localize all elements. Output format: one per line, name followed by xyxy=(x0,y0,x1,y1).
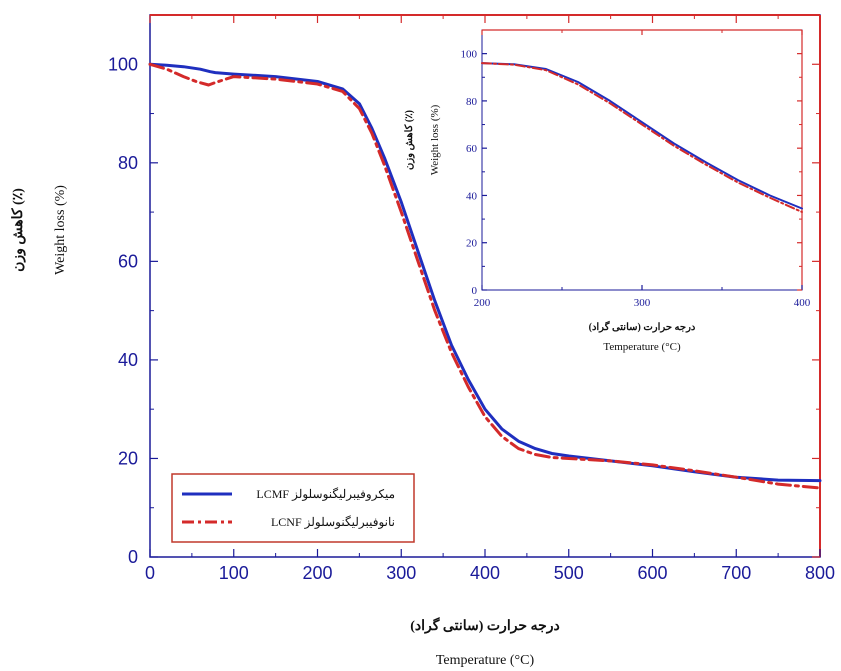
inset-x-tick-label: 200 xyxy=(474,297,491,309)
inset-ticks xyxy=(481,30,803,291)
inset-x-label-fa: درجه حرارت (سانتی گراد) xyxy=(589,320,696,333)
main-x-tick-label: 300 xyxy=(386,563,416,583)
inset-x-label-en: Temperature (°C) xyxy=(603,341,681,353)
inset-y-tick-label: 0 xyxy=(472,285,478,297)
inset-y-tick-label: 100 xyxy=(461,49,478,61)
main-y-tick-label: 20 xyxy=(118,448,138,468)
inset-y-tick-label: 20 xyxy=(466,238,478,250)
x-axis-label-fa: درجه حرارت (سانتی گراد) xyxy=(410,617,560,634)
main-y-tick-label: 100 xyxy=(108,54,138,74)
legend-label-lcnf: LCNF نانوفیبرلیگنوسلولز xyxy=(271,515,395,529)
main-x-tick-label: 0 xyxy=(145,563,155,583)
main-x-tick-label: 800 xyxy=(805,563,835,583)
inset-y-tick-label: 40 xyxy=(466,190,478,202)
y-axis-label-en: Weight loss (%) xyxy=(53,185,68,275)
main-x-tick-label: 200 xyxy=(302,563,332,583)
inset-tick-labels: 200 300 400 0 20 40 60 80 100 xyxy=(461,49,811,309)
legend-label-lcmf: LCMF میکروفیبرلیگنوسلولز xyxy=(256,487,395,501)
main-y-tick-label: 0 xyxy=(128,547,138,567)
main-series xyxy=(148,62,822,490)
inset-y-tick-label: 80 xyxy=(466,96,478,108)
main-y-tick-label: 40 xyxy=(118,350,138,370)
main-x-tick-label: 100 xyxy=(219,563,249,583)
inset-chart: 200 300 400 0 20 40 60 80 100 درجه حرارت (سانتی … xyxy=(404,29,811,353)
inset-y-tick-label: 60 xyxy=(466,143,478,155)
inset-x-tick-label: 400 xyxy=(794,297,811,309)
main-x-tick-label: 500 xyxy=(554,563,584,583)
inset-series-line-lcnf xyxy=(481,62,803,213)
main-y-tick-label: 60 xyxy=(118,251,138,271)
x-axis-label-en: Temperature (°C) xyxy=(436,653,535,668)
inset-x-tick-label: 300 xyxy=(634,297,651,309)
inset-background xyxy=(482,30,802,290)
inset-series xyxy=(481,62,803,213)
main-x-tick-label: 400 xyxy=(470,563,500,583)
main-ticks xyxy=(149,15,821,558)
legend-box xyxy=(171,473,415,543)
legend: LCMF میکروفیبرلیگنوسلولز LCNF نانوفیبرلی… xyxy=(171,473,415,543)
inset-y-label-fa: کاهش وزن (٪) xyxy=(404,110,415,170)
inset-y-label-en: Weight loss (%) xyxy=(429,104,441,175)
y-axis-label-fa: کاهش وزن (٪) xyxy=(10,188,26,272)
main-series-line-lcnf xyxy=(148,62,822,490)
main-x-tick-label: 700 xyxy=(721,563,751,583)
main-x-tick-label: 600 xyxy=(637,563,667,583)
main-y-tick-label: 80 xyxy=(118,153,138,173)
